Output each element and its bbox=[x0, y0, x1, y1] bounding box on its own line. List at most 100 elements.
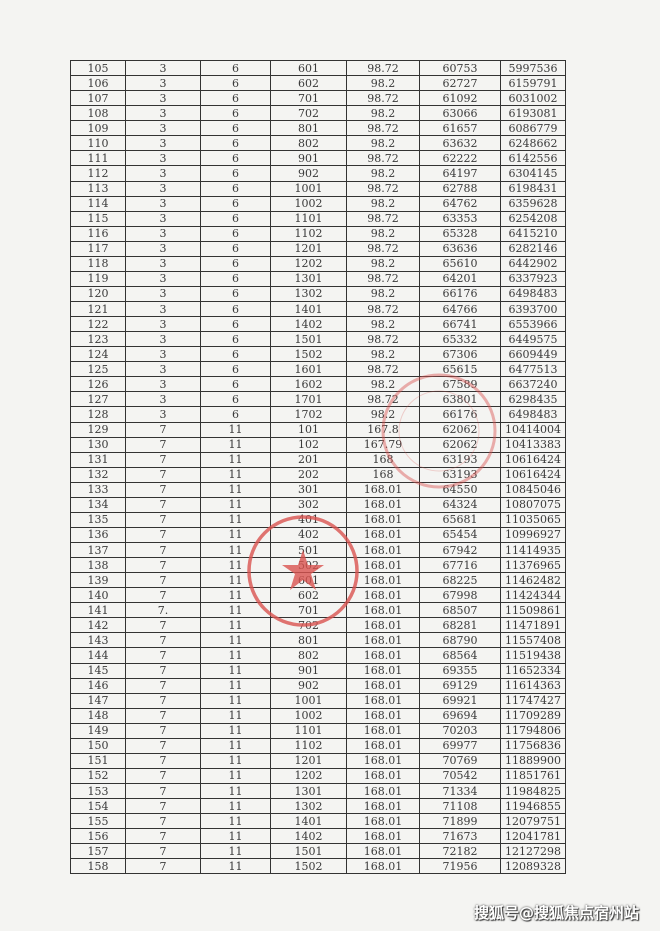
table-cell: 143 bbox=[70, 632, 126, 649]
table-cell: 3 bbox=[125, 90, 201, 107]
table-cell: 6 bbox=[200, 150, 271, 167]
table-cell: 12041781 bbox=[500, 828, 566, 845]
table-cell: 146 bbox=[70, 677, 126, 694]
table-cell: 66176 bbox=[419, 406, 501, 423]
table-cell: 12079751 bbox=[500, 813, 566, 830]
table-row: 143 7 11 801 168.01 68790 11557408 bbox=[70, 632, 566, 649]
table-cell: 102 bbox=[270, 436, 347, 453]
table-row: 113 3 6 1001 98.72 62788 6198431 bbox=[70, 180, 566, 197]
table-cell: 10616424 bbox=[500, 451, 566, 468]
table-row: 154 7 11 1302 168.01 71108 11946855 bbox=[70, 798, 566, 815]
table-cell: 11 bbox=[200, 662, 271, 679]
table-cell: 151 bbox=[70, 752, 126, 769]
table-cell: 11 bbox=[200, 496, 271, 513]
table-cell: 124 bbox=[70, 346, 126, 363]
table-cell: 1501 bbox=[270, 843, 347, 860]
table-cell: 64197 bbox=[419, 165, 501, 182]
table-cell: 11 bbox=[200, 541, 271, 559]
table-cell: 11471891 bbox=[500, 617, 566, 634]
table-row: 115 3 6 1101 98.72 63353 6254208 bbox=[70, 210, 566, 227]
table-cell: 168 bbox=[346, 451, 420, 468]
table-cell: 168.01 bbox=[346, 632, 420, 649]
table-cell: 69977 bbox=[419, 737, 501, 754]
table-cell: 301 bbox=[270, 481, 347, 498]
table-cell: 701 bbox=[270, 90, 347, 107]
table-cell: 7 bbox=[125, 737, 201, 754]
table-cell: 1401 bbox=[270, 813, 347, 830]
table-cell: 65454 bbox=[419, 526, 501, 544]
table-row: 126 3 6 1602 98.2 67589 6637240 bbox=[70, 376, 566, 393]
table-cell: 11035065 bbox=[500, 511, 566, 528]
table-cell: 131 bbox=[70, 451, 126, 468]
table-cell: 11 bbox=[200, 617, 271, 634]
table-cell: 168.01 bbox=[346, 617, 420, 634]
table-cell: 1502 bbox=[270, 858, 347, 875]
table-cell: 1202 bbox=[270, 767, 347, 785]
table-cell: 7 bbox=[125, 421, 201, 438]
table-cell: 168.01 bbox=[346, 813, 420, 830]
table-cell: 136 bbox=[70, 526, 126, 544]
table-cell: 98.2 bbox=[346, 225, 420, 242]
table-cell: 125 bbox=[70, 361, 126, 378]
table-cell: 3 bbox=[125, 316, 201, 333]
table-cell: 6 bbox=[200, 75, 271, 92]
table-cell: 6553966 bbox=[500, 316, 566, 333]
table-cell: 126 bbox=[70, 376, 126, 393]
table-cell: 154 bbox=[70, 798, 126, 815]
table-row: 151 7 11 1201 168.01 70769 11889900 bbox=[70, 752, 566, 769]
table-cell: 68790 bbox=[419, 632, 501, 649]
table-cell: 11 bbox=[200, 752, 271, 769]
table-cell: 157 bbox=[70, 843, 126, 860]
table-row: 136 7 11 402 168.01 65454 10996927 bbox=[70, 526, 566, 544]
table-row: 123 3 6 1501 98.72 65332 6449575 bbox=[70, 331, 566, 348]
table-cell: 98.2 bbox=[346, 195, 420, 212]
table-cell: 6415210 bbox=[500, 225, 566, 242]
table-row: 118 3 6 1202 98.2 65610 6442902 bbox=[70, 255, 566, 272]
table-row: 133 7 11 301 168.01 64550 10845046 bbox=[70, 481, 566, 498]
table-cell: 7 bbox=[125, 752, 201, 769]
table-row: 155 7 11 1401 168.01 71899 12079751 bbox=[70, 813, 566, 830]
table-cell: 11 bbox=[200, 737, 271, 754]
table-cell: 3 bbox=[125, 59, 201, 77]
table-cell: 105 bbox=[70, 59, 126, 77]
table-cell: 113 bbox=[70, 180, 126, 197]
table-cell: 128 bbox=[70, 406, 126, 423]
table-cell: 1501 bbox=[270, 331, 347, 348]
table-row: 142 7 11 702 168.01 68281 11471891 bbox=[70, 617, 566, 634]
table-cell: 7 bbox=[125, 677, 201, 694]
table-cell: 11 bbox=[200, 511, 271, 528]
table-row: 144 7 11 802 168.01 68564 11519438 bbox=[70, 647, 566, 664]
table-cell: 156 bbox=[70, 828, 126, 845]
table-cell: 65615 bbox=[419, 361, 501, 378]
table-cell: 98.72 bbox=[346, 180, 420, 197]
table-cell: 11 bbox=[200, 692, 271, 709]
table-cell: 1301 bbox=[270, 270, 347, 287]
table-cell: 702 bbox=[270, 105, 347, 122]
table-cell: 63632 bbox=[419, 135, 501, 152]
table-cell: 1401 bbox=[270, 300, 347, 318]
table-row: 148 7 11 1002 168.01 69694 11709289 bbox=[70, 707, 566, 724]
table-cell: 69129 bbox=[419, 677, 501, 694]
table-cell: 142 bbox=[70, 617, 126, 634]
table-cell: 1001 bbox=[270, 692, 347, 709]
table-cell: 11889900 bbox=[500, 752, 566, 769]
table-cell: 11424344 bbox=[500, 587, 566, 604]
table-cell: 1602 bbox=[270, 376, 347, 393]
table-cell: 7 bbox=[125, 557, 201, 574]
table-cell: 1701 bbox=[270, 391, 347, 408]
table-cell: 109 bbox=[70, 120, 126, 137]
table-row: 105 3 6 601 98.72 60753 5997536 bbox=[70, 59, 566, 77]
table-cell: 98.72 bbox=[346, 150, 420, 167]
table-cell: 7 bbox=[125, 813, 201, 830]
table-cell: 6248662 bbox=[500, 135, 566, 152]
table-cell: 120 bbox=[70, 285, 126, 303]
table-cell: 1402 bbox=[270, 316, 347, 333]
table-cell: 98.2 bbox=[346, 406, 420, 423]
table-cell: 11946855 bbox=[500, 798, 566, 815]
table-cell: 123 bbox=[70, 331, 126, 348]
table-cell: 11 bbox=[200, 707, 271, 724]
table-cell: 65328 bbox=[419, 225, 501, 242]
table-cell: 801 bbox=[270, 120, 347, 137]
table-row: 157 7 11 1501 168.01 72182 12127298 bbox=[70, 843, 566, 860]
table-cell: 1302 bbox=[270, 285, 347, 303]
